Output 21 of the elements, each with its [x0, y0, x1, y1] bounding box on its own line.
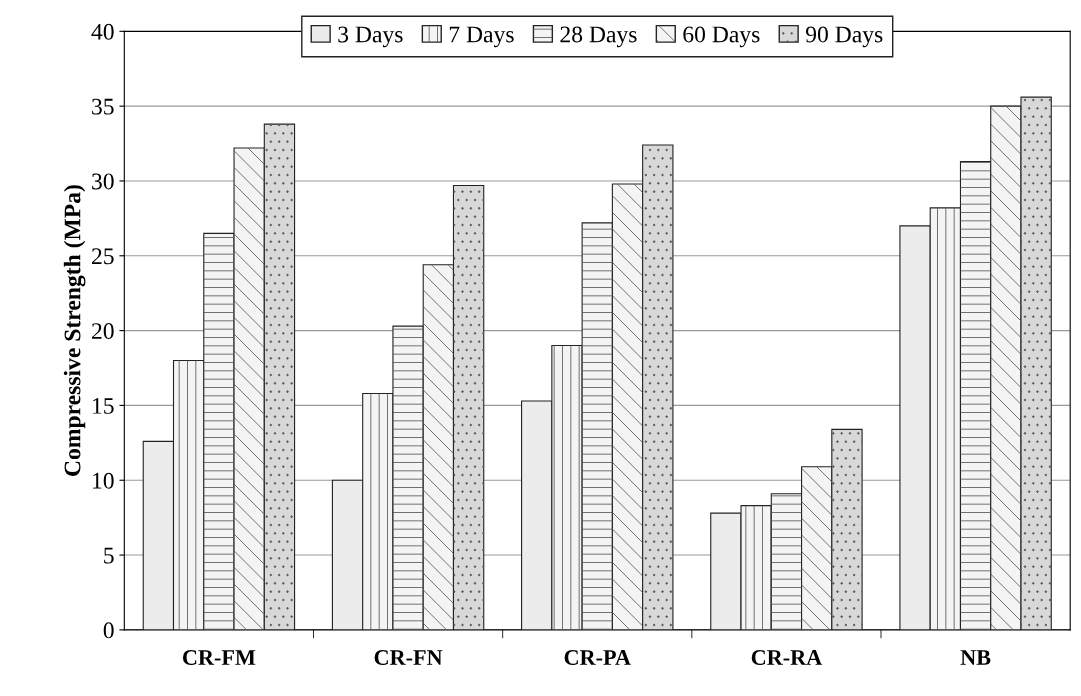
x-tick-label: CR-RA: [751, 650, 823, 665]
x-tick-label: CR-FN: [374, 650, 443, 665]
bar: [899, 225, 931, 630]
y-tick-label: 30: [92, 173, 114, 190]
y-tick-label: 35: [92, 98, 114, 115]
legend-label: 60 Days: [683, 26, 760, 48]
y-tick-label: 5: [104, 547, 114, 564]
y-tick-label: 40: [91, 23, 114, 40]
x-tick-label: CR-FM: [182, 650, 256, 665]
legend-label: 3 Days: [338, 26, 403, 48]
y-tick-label: 0: [103, 622, 114, 639]
y-tick-label: 10: [93, 472, 114, 489]
y-tick-label: 20: [92, 323, 114, 340]
x-tick-label: CR-PA: [564, 650, 631, 665]
legend-label: 7 Days: [449, 26, 514, 48]
y-axis-title: Compressive Strength (MPa): [63, 185, 86, 476]
legend-label: 28 Days: [560, 26, 637, 48]
y-tick-label: 15: [93, 398, 114, 414]
y-tick-label: 25: [92, 248, 114, 265]
x-tick-label: NB: [960, 650, 991, 665]
legend-label: 90 Days: [805, 26, 883, 48]
